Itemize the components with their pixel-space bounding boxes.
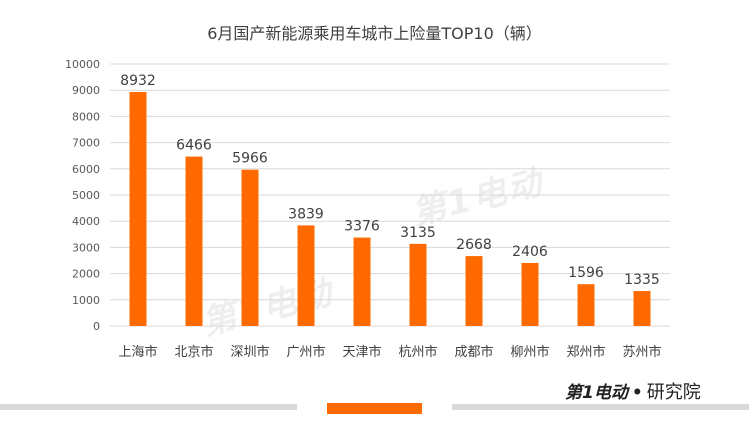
bar [297,225,315,326]
y-tick-label: 6000 [72,163,100,176]
x-tick-label: 成都市 [454,344,493,360]
y-tick-label: 3000 [72,241,100,254]
y-tick-label: 10000 [65,58,100,71]
data-label: 3135 [400,225,436,241]
brand-separator: • [631,383,643,403]
brand-name: 第1电动 [565,383,628,403]
data-label: 1335 [624,272,660,288]
footer-divider [452,404,749,410]
data-label: 3839 [288,206,324,222]
x-tick-label: 上海市 [118,344,157,360]
bar [129,91,147,326]
y-tick-label: 5000 [72,189,100,202]
x-tick-label: 苏州市 [622,344,661,360]
x-tick-label: 北京市 [174,344,213,360]
x-tick-label: 柳州市 [510,344,549,360]
data-label: 2406 [512,244,548,260]
y-tick-label: 9000 [72,84,100,97]
data-label: 6466 [176,138,212,154]
y-tick-label: 0 [93,320,100,333]
x-tick-label: 天津市 [342,344,381,360]
x-tick-label: 深圳市 [230,344,269,360]
y-tick-label: 2000 [72,268,100,281]
footer-divider [0,404,297,410]
bar-chart: 0 1000 2000 3000 4000 5000 6000 7000 8000 9000 100… [65,58,670,360]
y-tick-label: 1000 [72,294,100,307]
data-label: 5966 [232,151,268,167]
footer-accent-bar [327,403,422,414]
y-tick-label: 7000 [72,137,100,150]
bar [241,169,259,326]
bar [577,284,595,326]
footer-brand-logo: 第1电动 • 研究院 [565,378,701,404]
x-tick-label: 杭州市 [398,344,437,360]
data-label: 8932 [120,73,156,89]
data-label: 3376 [344,219,380,235]
chart-title: 6月国产新能源乘用车城市上险量TOP10（辆） [207,24,542,43]
x-tick-label: 郑州市 [566,344,605,360]
bar [185,156,203,326]
data-label: 1596 [568,265,604,281]
brand-research: 研究院 [646,382,701,403]
bar [353,237,371,326]
bar [633,291,651,326]
y-tick-label: 8000 [72,110,100,123]
y-tick-label: 4000 [72,215,100,228]
bar [409,243,427,326]
x-tick-label: 广州市 [286,344,325,360]
bar [521,262,539,326]
bar [465,256,483,326]
data-label: 2668 [456,237,492,253]
